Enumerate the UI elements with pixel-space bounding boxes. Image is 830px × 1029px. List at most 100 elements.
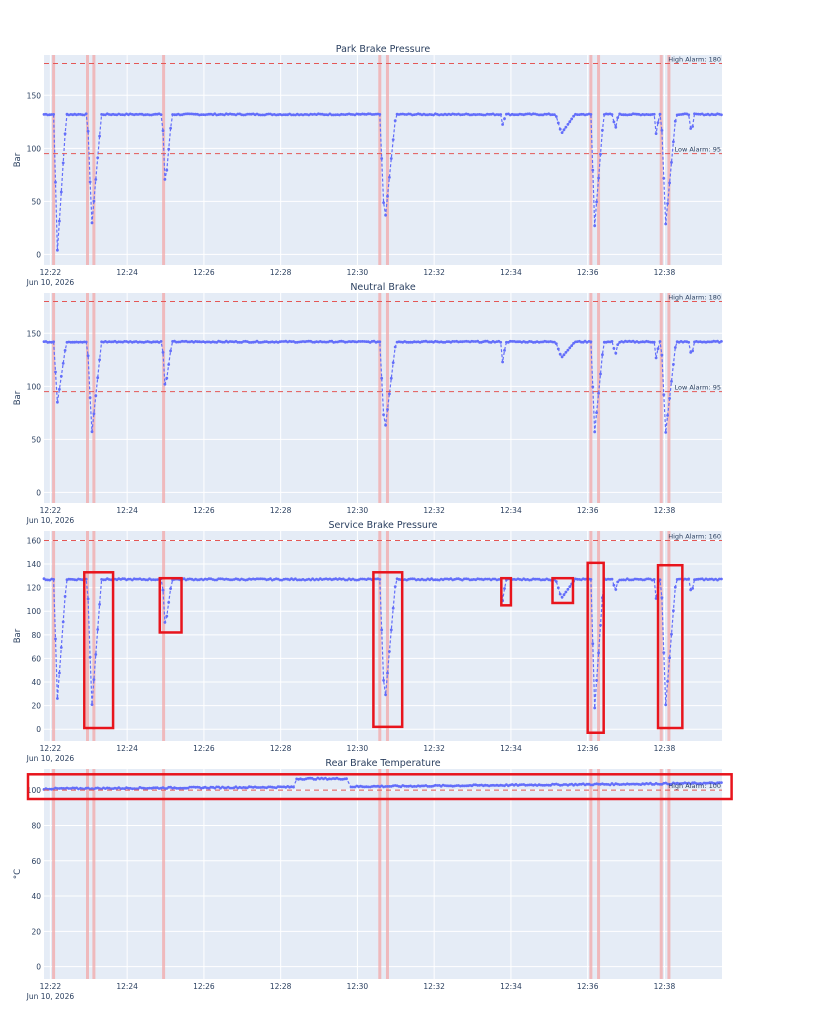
event-band bbox=[52, 55, 56, 265]
data-point bbox=[612, 347, 616, 350]
data-point bbox=[88, 180, 92, 184]
data-point bbox=[61, 620, 65, 624]
data-point bbox=[689, 127, 693, 130]
y-tick-label: 120 bbox=[27, 584, 42, 593]
data-point bbox=[595, 679, 598, 682]
data-point bbox=[148, 113, 151, 117]
y-tick-label: 20 bbox=[31, 927, 41, 936]
data-point bbox=[612, 120, 616, 124]
data-point bbox=[503, 587, 506, 590]
data-point bbox=[658, 112, 662, 116]
data-point bbox=[560, 355, 564, 359]
data-point bbox=[662, 651, 666, 654]
data-point bbox=[503, 349, 506, 352]
data-point bbox=[599, 623, 602, 627]
event-band bbox=[589, 531, 593, 741]
data-point bbox=[386, 408, 389, 411]
data-point bbox=[616, 343, 620, 346]
event-band bbox=[385, 293, 389, 503]
data-point bbox=[556, 586, 560, 590]
data-point bbox=[687, 577, 691, 581]
highlight-box bbox=[26, 773, 733, 801]
data-point bbox=[167, 363, 171, 366]
alarm-label: High Alarm: 160 bbox=[668, 532, 721, 540]
data-point bbox=[595, 200, 598, 204]
data-point bbox=[562, 593, 566, 597]
data-point bbox=[666, 414, 669, 417]
data-point bbox=[614, 351, 618, 355]
x-tick-label: 12:28 bbox=[270, 982, 292, 991]
y-tick-label: 0 bbox=[36, 250, 41, 259]
data-point bbox=[656, 121, 660, 124]
data-point bbox=[391, 361, 395, 364]
event-band bbox=[92, 293, 96, 503]
data-point bbox=[169, 126, 173, 130]
data-point bbox=[434, 578, 437, 582]
subplot-4: Rear Brake Temperature 0 20 40 60 80 100 12:22 1… bbox=[13, 758, 733, 1001]
data-point bbox=[163, 621, 167, 624]
data-point bbox=[159, 340, 163, 343]
data-point bbox=[499, 113, 503, 116]
data-point bbox=[165, 168, 169, 172]
data-point bbox=[599, 152, 602, 156]
data-point bbox=[90, 703, 94, 706]
data-point bbox=[664, 431, 668, 434]
data-point bbox=[554, 342, 558, 345]
x-tick-label: 12:26 bbox=[193, 268, 215, 277]
data-point bbox=[556, 347, 560, 351]
data-point bbox=[462, 784, 466, 788]
x-tick-label: 12:32 bbox=[423, 744, 445, 753]
data-point bbox=[290, 113, 293, 117]
data-point bbox=[499, 340, 503, 344]
data-point bbox=[96, 376, 100, 380]
event-band bbox=[667, 55, 671, 265]
data-point bbox=[570, 117, 574, 121]
data-point bbox=[677, 113, 681, 116]
event-band bbox=[589, 293, 593, 503]
plot-area bbox=[44, 531, 722, 741]
event-band bbox=[52, 293, 56, 503]
data-point bbox=[332, 113, 336, 117]
data-point bbox=[658, 578, 662, 582]
data-point bbox=[720, 577, 723, 581]
data-point bbox=[593, 224, 597, 228]
data-point bbox=[94, 178, 98, 181]
y-tick-label: 100 bbox=[27, 382, 42, 391]
data-point bbox=[610, 340, 614, 343]
y-tick-label: 20 bbox=[31, 702, 41, 711]
data-point bbox=[545, 340, 549, 344]
data-point bbox=[576, 113, 579, 116]
data-point bbox=[568, 120, 572, 124]
data-point bbox=[167, 147, 171, 151]
data-point bbox=[662, 393, 666, 397]
data-point bbox=[188, 785, 192, 789]
data-point bbox=[670, 161, 673, 164]
data-point bbox=[564, 125, 568, 129]
y-tick-label: 100 bbox=[27, 144, 42, 153]
x-tick-label: 12:32 bbox=[423, 268, 445, 277]
data-point bbox=[672, 140, 675, 144]
data-point bbox=[660, 353, 664, 357]
highlight-box bbox=[551, 576, 575, 605]
event-band bbox=[659, 769, 663, 979]
event-band bbox=[659, 293, 663, 503]
data-point bbox=[591, 642, 595, 646]
data-point bbox=[691, 125, 694, 128]
data-point bbox=[601, 128, 604, 132]
data-point bbox=[59, 374, 63, 378]
data-point bbox=[535, 577, 539, 581]
x-tick-label: 12:22 bbox=[40, 506, 62, 515]
y-tick-label: 40 bbox=[31, 678, 41, 687]
event-band bbox=[92, 55, 96, 265]
data-point bbox=[687, 340, 691, 344]
data-point bbox=[666, 202, 669, 205]
data-point bbox=[169, 587, 173, 590]
data-point bbox=[568, 346, 572, 350]
data-point bbox=[566, 348, 570, 352]
event-band bbox=[162, 769, 166, 979]
data-point bbox=[568, 585, 572, 588]
event-band bbox=[597, 531, 601, 741]
data-point bbox=[56, 248, 59, 252]
data-point bbox=[380, 157, 384, 160]
